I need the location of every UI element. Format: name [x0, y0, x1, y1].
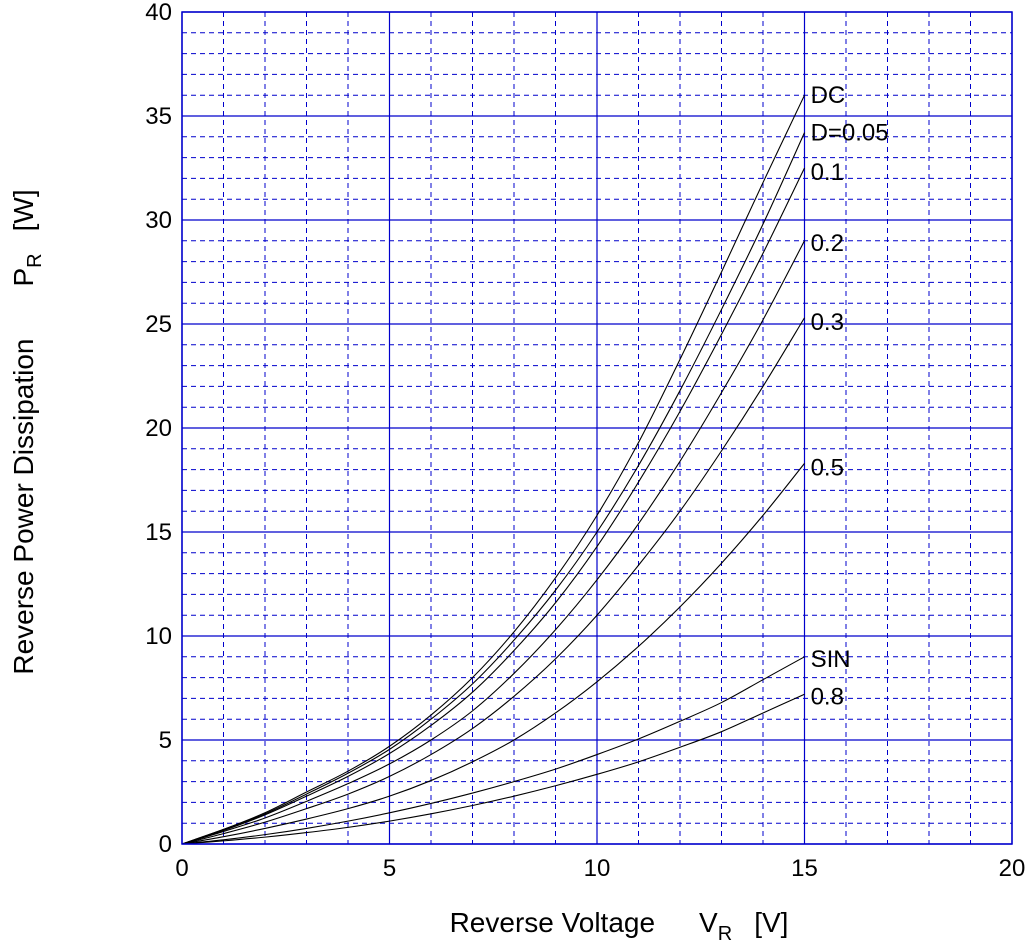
curve-label: 0.1 [811, 159, 844, 186]
series-line-0-2 [181, 240, 805, 845]
series-line-0-1 [181, 167, 805, 845]
y-tick-label: 25 [145, 311, 172, 338]
y-tick-label: 5 [159, 727, 172, 754]
y-tick-label: 30 [145, 207, 172, 234]
y-tick-label: 0 [159, 831, 172, 858]
x-axis-title-unit: [V] [754, 907, 788, 938]
series-line-0-8 [181, 693, 805, 845]
x-tick-label: 10 [584, 855, 611, 882]
y-tick-labels: 0 5 10 15 20 25 30 35 40 [145, 0, 172, 858]
x-axis-title-symbol: V [699, 907, 718, 938]
x-tick-labels: 0 5 10 15 20 [175, 855, 1025, 882]
curve-label: 0.2 [811, 230, 844, 257]
y-axis-title-symbol: P [8, 268, 39, 287]
curve-label: 0.3 [811, 309, 844, 336]
y-axis-title-subscript: R [24, 253, 46, 267]
series-line-d-0-05 [181, 132, 806, 845]
series-line-0-3 [181, 317, 805, 845]
curve-label: SIN [811, 646, 851, 673]
x-axis-title: Reverse Voltage VR [V] [450, 907, 789, 945]
series-line-dc [181, 94, 805, 845]
y-axis-title-unit: [W] [8, 189, 39, 231]
y-tick-label: 15 [145, 519, 172, 546]
curve-label: D=0.05 [811, 120, 889, 147]
x-tick-label: 5 [383, 855, 396, 882]
curve-label: 0.8 [811, 683, 844, 710]
series-line-sin [181, 656, 805, 845]
x-tick-label: 0 [175, 855, 188, 882]
y-tick-label: 20 [145, 415, 172, 442]
y-tick-label: 10 [145, 623, 172, 650]
x-axis-title-subscript: R [718, 923, 732, 945]
curve-label: 0.5 [811, 455, 844, 482]
series-layer [181, 94, 806, 845]
x-tick-label: 15 [791, 855, 818, 882]
plot-frame [181, 11, 1013, 845]
series-line-0-5 [181, 463, 805, 845]
y-tick-label: 40 [145, 0, 172, 26]
y-axis-title-main: Reverse Power Dissipation [8, 339, 39, 675]
y-axis-title: Reverse Power Dissipation PR [W] [8, 189, 46, 674]
x-tick-label: 20 [999, 855, 1026, 882]
curve-label: DC [811, 82, 846, 109]
x-axis-title-main: Reverse Voltage [450, 907, 655, 938]
y-tick-label: 35 [145, 103, 172, 130]
curve-labels: DC D=0.05 0.1 0.2 0.3 0.5 SIN 0.8 [811, 82, 889, 710]
